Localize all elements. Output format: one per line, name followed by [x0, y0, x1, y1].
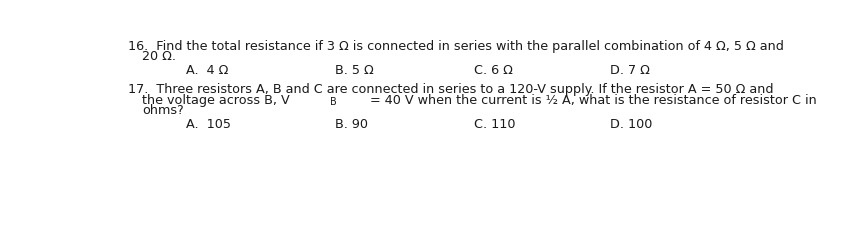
Text: B. 90: B. 90 [334, 118, 368, 131]
Text: 20 Ω.: 20 Ω. [142, 50, 177, 63]
Text: A.  105: A. 105 [186, 118, 231, 131]
Text: the voltage across B, V: the voltage across B, V [142, 94, 290, 106]
Text: ohms?: ohms? [142, 104, 184, 117]
Text: D. 100: D. 100 [610, 118, 653, 131]
Text: B. 5 Ω: B. 5 Ω [334, 63, 373, 77]
Text: C. 110: C. 110 [474, 118, 515, 131]
Text: C. 6 Ω: C. 6 Ω [474, 63, 513, 77]
Text: D. 7 Ω: D. 7 Ω [610, 63, 650, 77]
Text: 16.  Find the total resistance if 3 Ω is connected in series with the parallel c: 16. Find the total resistance if 3 Ω is … [129, 40, 785, 53]
Text: A.  4 Ω: A. 4 Ω [186, 63, 228, 77]
Text: = 40 V when the current is ½ A, what is the resistance of resistor C in: = 40 V when the current is ½ A, what is … [366, 94, 817, 106]
Text: 17.  Three resistors A, B and C are connected in series to a 120-V supply. If th: 17. Three resistors A, B and C are conne… [129, 83, 774, 96]
Text: B: B [330, 97, 337, 107]
